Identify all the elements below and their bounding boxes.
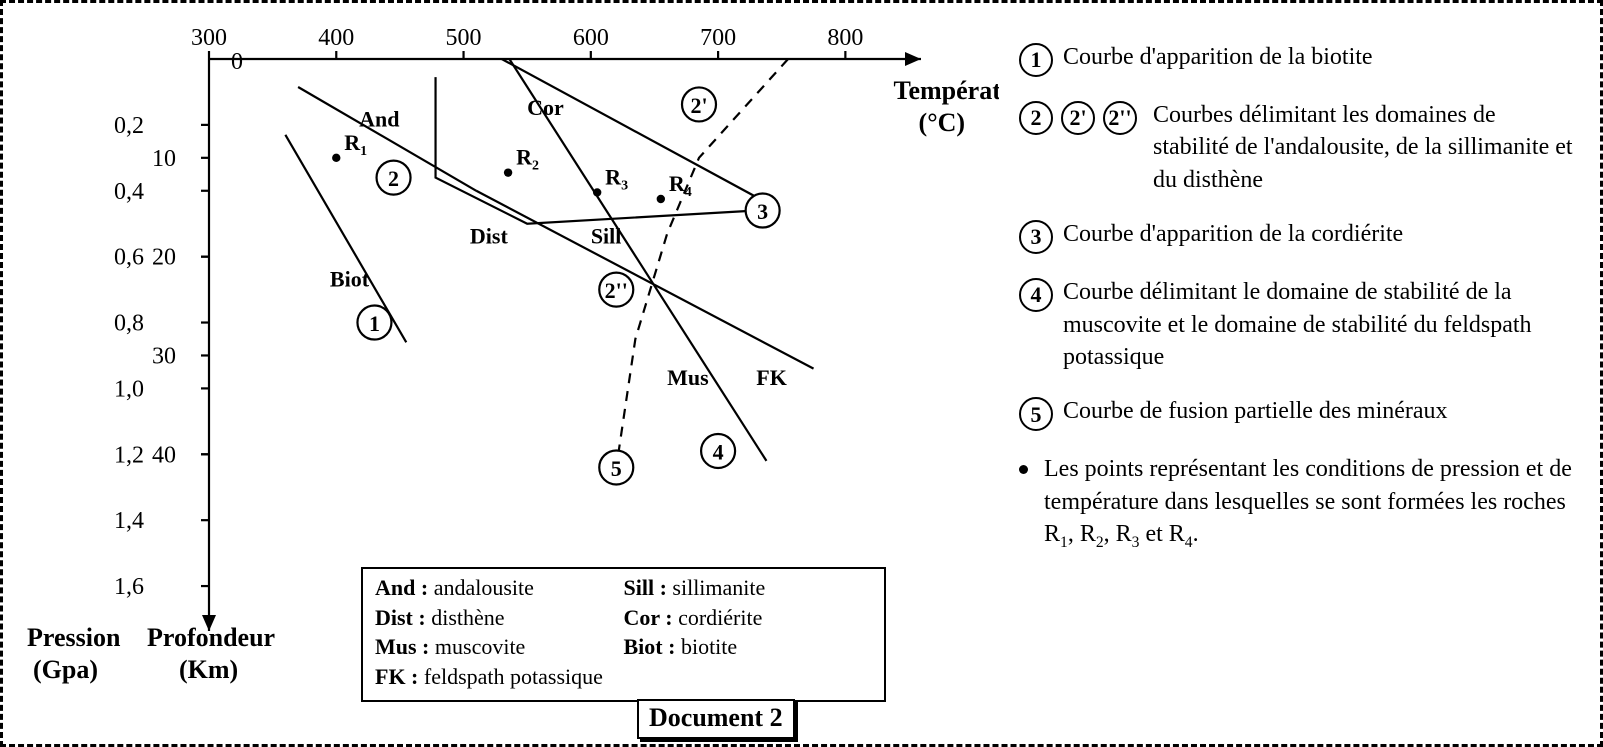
svg-text:20: 20: [152, 245, 176, 271]
svg-text:1: 1: [369, 311, 380, 336]
legend-bubble-2c: 2'': [1103, 101, 1137, 135]
svg-text:(Gpa): (Gpa): [33, 655, 98, 684]
svg-text:2: 2: [388, 166, 399, 191]
svg-text:30: 30: [152, 343, 176, 369]
legend-row-note: Les points représentant les conditions d…: [1019, 453, 1576, 553]
svg-text:5: 5: [611, 456, 622, 481]
legend-row-5: 5 Courbe de fusion partielle des minérau…: [1019, 395, 1576, 431]
legend-text-4: Courbe délimitant le domaine de stabilit…: [1063, 276, 1576, 373]
svg-text:2'': 2'': [605, 278, 628, 303]
svg-text:Sill: Sill: [591, 223, 622, 248]
legend-text-3: Courbe d'apparition de la cordiérite: [1063, 218, 1403, 250]
legend-bubble-3: 3: [1019, 220, 1053, 254]
svg-text:Dist: Dist: [470, 223, 509, 248]
svg-text:(Km): (Km): [179, 655, 238, 684]
svg-text:0,6: 0,6: [114, 245, 144, 271]
legend-bubbles-2: 2 2' 2'': [1019, 99, 1137, 135]
key-item-sill: Sill : sillimanite: [624, 573, 873, 603]
legend-bubble-4: 4: [1019, 278, 1053, 312]
svg-text:0,4: 0,4: [114, 179, 144, 205]
svg-text:(°C): (°C): [919, 108, 966, 137]
legend-text-1: Courbe d'apparition de la biotite: [1063, 41, 1373, 73]
svg-text:1,6: 1,6: [114, 574, 144, 600]
svg-text:FK: FK: [756, 365, 787, 390]
key-item-dist: Dist : disthène: [375, 603, 624, 633]
svg-text:800: 800: [827, 25, 863, 51]
svg-text:1,2: 1,2: [114, 442, 144, 468]
svg-text:700: 700: [700, 25, 736, 51]
svg-text:Mus: Mus: [667, 365, 709, 390]
svg-text:4: 4: [713, 440, 724, 465]
legend-row-1: 1 Courbe d'apparition de la biotite: [1019, 41, 1576, 77]
svg-text:Température: Température: [894, 76, 999, 105]
svg-text:Pression: Pression: [27, 623, 121, 652]
svg-text:0: 0: [231, 49, 243, 75]
svg-text:Biot: Biot: [330, 266, 370, 291]
key-item-biot: Biot : biotite: [624, 632, 873, 662]
document-frame: 300 400 500 600 700 800 0 0,2 0,4 0,6 0,8 1,0 1,2 1,4…: [0, 0, 1603, 747]
legend-text-5: Courbe de fusion partielle des minéraux: [1063, 395, 1448, 427]
svg-text:10: 10: [152, 146, 176, 172]
svg-text:Cor: Cor: [527, 95, 564, 120]
svg-text:600: 600: [573, 25, 609, 51]
legend-row-2: 2 2' 2'' Courbes délimitant les domaines…: [1019, 99, 1576, 196]
chart-pane: 300 400 500 600 700 800 0 0,2 0,4 0,6 0,8 1,0 1,2 1,4…: [19, 11, 999, 736]
legend-bubble-5: 5: [1019, 397, 1053, 431]
svg-text:R1: R1: [344, 130, 367, 159]
svg-text:R3: R3: [605, 164, 628, 193]
svg-text:Profondeur: Profondeur: [147, 623, 275, 652]
svg-text:And: And: [359, 107, 399, 132]
svg-text:2': 2': [690, 93, 707, 118]
bullet-icon: [1019, 465, 1028, 474]
svg-text:500: 500: [446, 25, 482, 51]
legend-bubble-1: 1: [1019, 43, 1053, 77]
key-item-and: And : andalousite: [375, 573, 624, 603]
legend-text-2: Courbes délimitant les domaines de stabi…: [1153, 99, 1576, 196]
key-item-cor: Cor : cordiérite: [624, 603, 873, 633]
svg-text:R2: R2: [516, 145, 539, 174]
svg-text:1,4: 1,4: [114, 508, 144, 534]
svg-text:0,2: 0,2: [114, 113, 144, 139]
legend-row-4: 4 Courbe délimitant le domaine de stabil…: [1019, 276, 1576, 373]
key-item-fk: FK : feldspath potassique: [375, 662, 872, 692]
svg-text:1,0: 1,0: [114, 376, 144, 402]
svg-text:0,8: 0,8: [114, 311, 144, 337]
document-label: Document 2: [637, 699, 795, 739]
legend-note-text: Les points représentant les conditions d…: [1044, 453, 1576, 553]
legend-bubble-2a: 2: [1019, 101, 1053, 135]
legend-row-3: 3 Courbe d'apparition de la cordiérite: [1019, 218, 1576, 254]
svg-text:3: 3: [757, 199, 768, 224]
legend-pane: 1 Courbe d'apparition de la biotite 2 2'…: [999, 11, 1584, 736]
svg-text:400: 400: [318, 25, 354, 51]
document-label-text: Document 2: [649, 703, 783, 732]
legend-bubble-2b: 2': [1061, 101, 1095, 135]
key-item-mus: Mus : muscovite: [375, 632, 624, 662]
mineral-key-box: And : andalousiteSill : sillimaniteDist …: [361, 567, 886, 702]
svg-text:40: 40: [152, 442, 176, 468]
svg-text:300: 300: [191, 25, 227, 51]
svg-text:R4: R4: [669, 171, 692, 200]
